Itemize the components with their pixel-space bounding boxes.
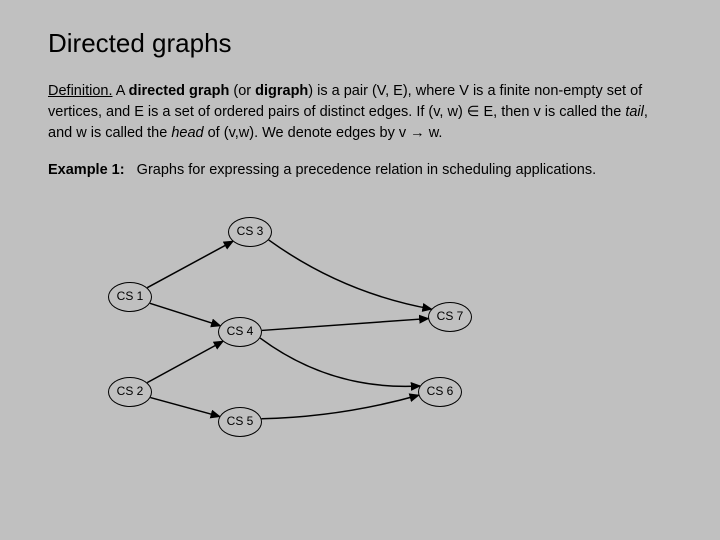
definition-label: Definition.	[48, 83, 112, 99]
graph-edge-cs1-cs4	[150, 303, 220, 325]
definition-paragraph: Definition. A directed graph (or digraph…	[48, 81, 672, 144]
graph-edge-cs1-cs3	[147, 241, 233, 287]
graph-edge-cs3-cs7	[269, 240, 432, 309]
example-text: Graphs for expressing a precedence relat…	[137, 162, 596, 178]
graph-node-cs6: CS 6	[418, 377, 462, 407]
page-title: Directed graphs	[48, 28, 672, 59]
graph-node-cs3: CS 3	[228, 217, 272, 247]
graph-node-cs7: CS 7	[428, 302, 472, 332]
graph-edge-cs4-cs6	[260, 338, 420, 386]
example-label: Example 1:	[48, 162, 125, 178]
graph-node-cs2: CS 2	[108, 377, 152, 407]
precedence-graph-diagram: CS 1 CS 2 CS 3 CS 4 CS 5 CS 6 CS 7	[48, 197, 548, 437]
graph-edge-cs2-cs4	[147, 341, 223, 382]
graph-edge-cs4-cs7	[262, 319, 428, 331]
graph-node-cs1: CS 1	[108, 282, 152, 312]
graph-node-cs4: CS 4	[218, 317, 262, 347]
definition-body: A directed graph (or digraph) is a pair …	[48, 83, 648, 141]
example-paragraph: Example 1: Graphs for expressing a prece…	[48, 160, 672, 181]
graph-node-cs5: CS 5	[218, 407, 262, 437]
graph-edge-cs5-cs6	[261, 395, 418, 419]
graph-edge-cs2-cs5	[150, 398, 219, 417]
